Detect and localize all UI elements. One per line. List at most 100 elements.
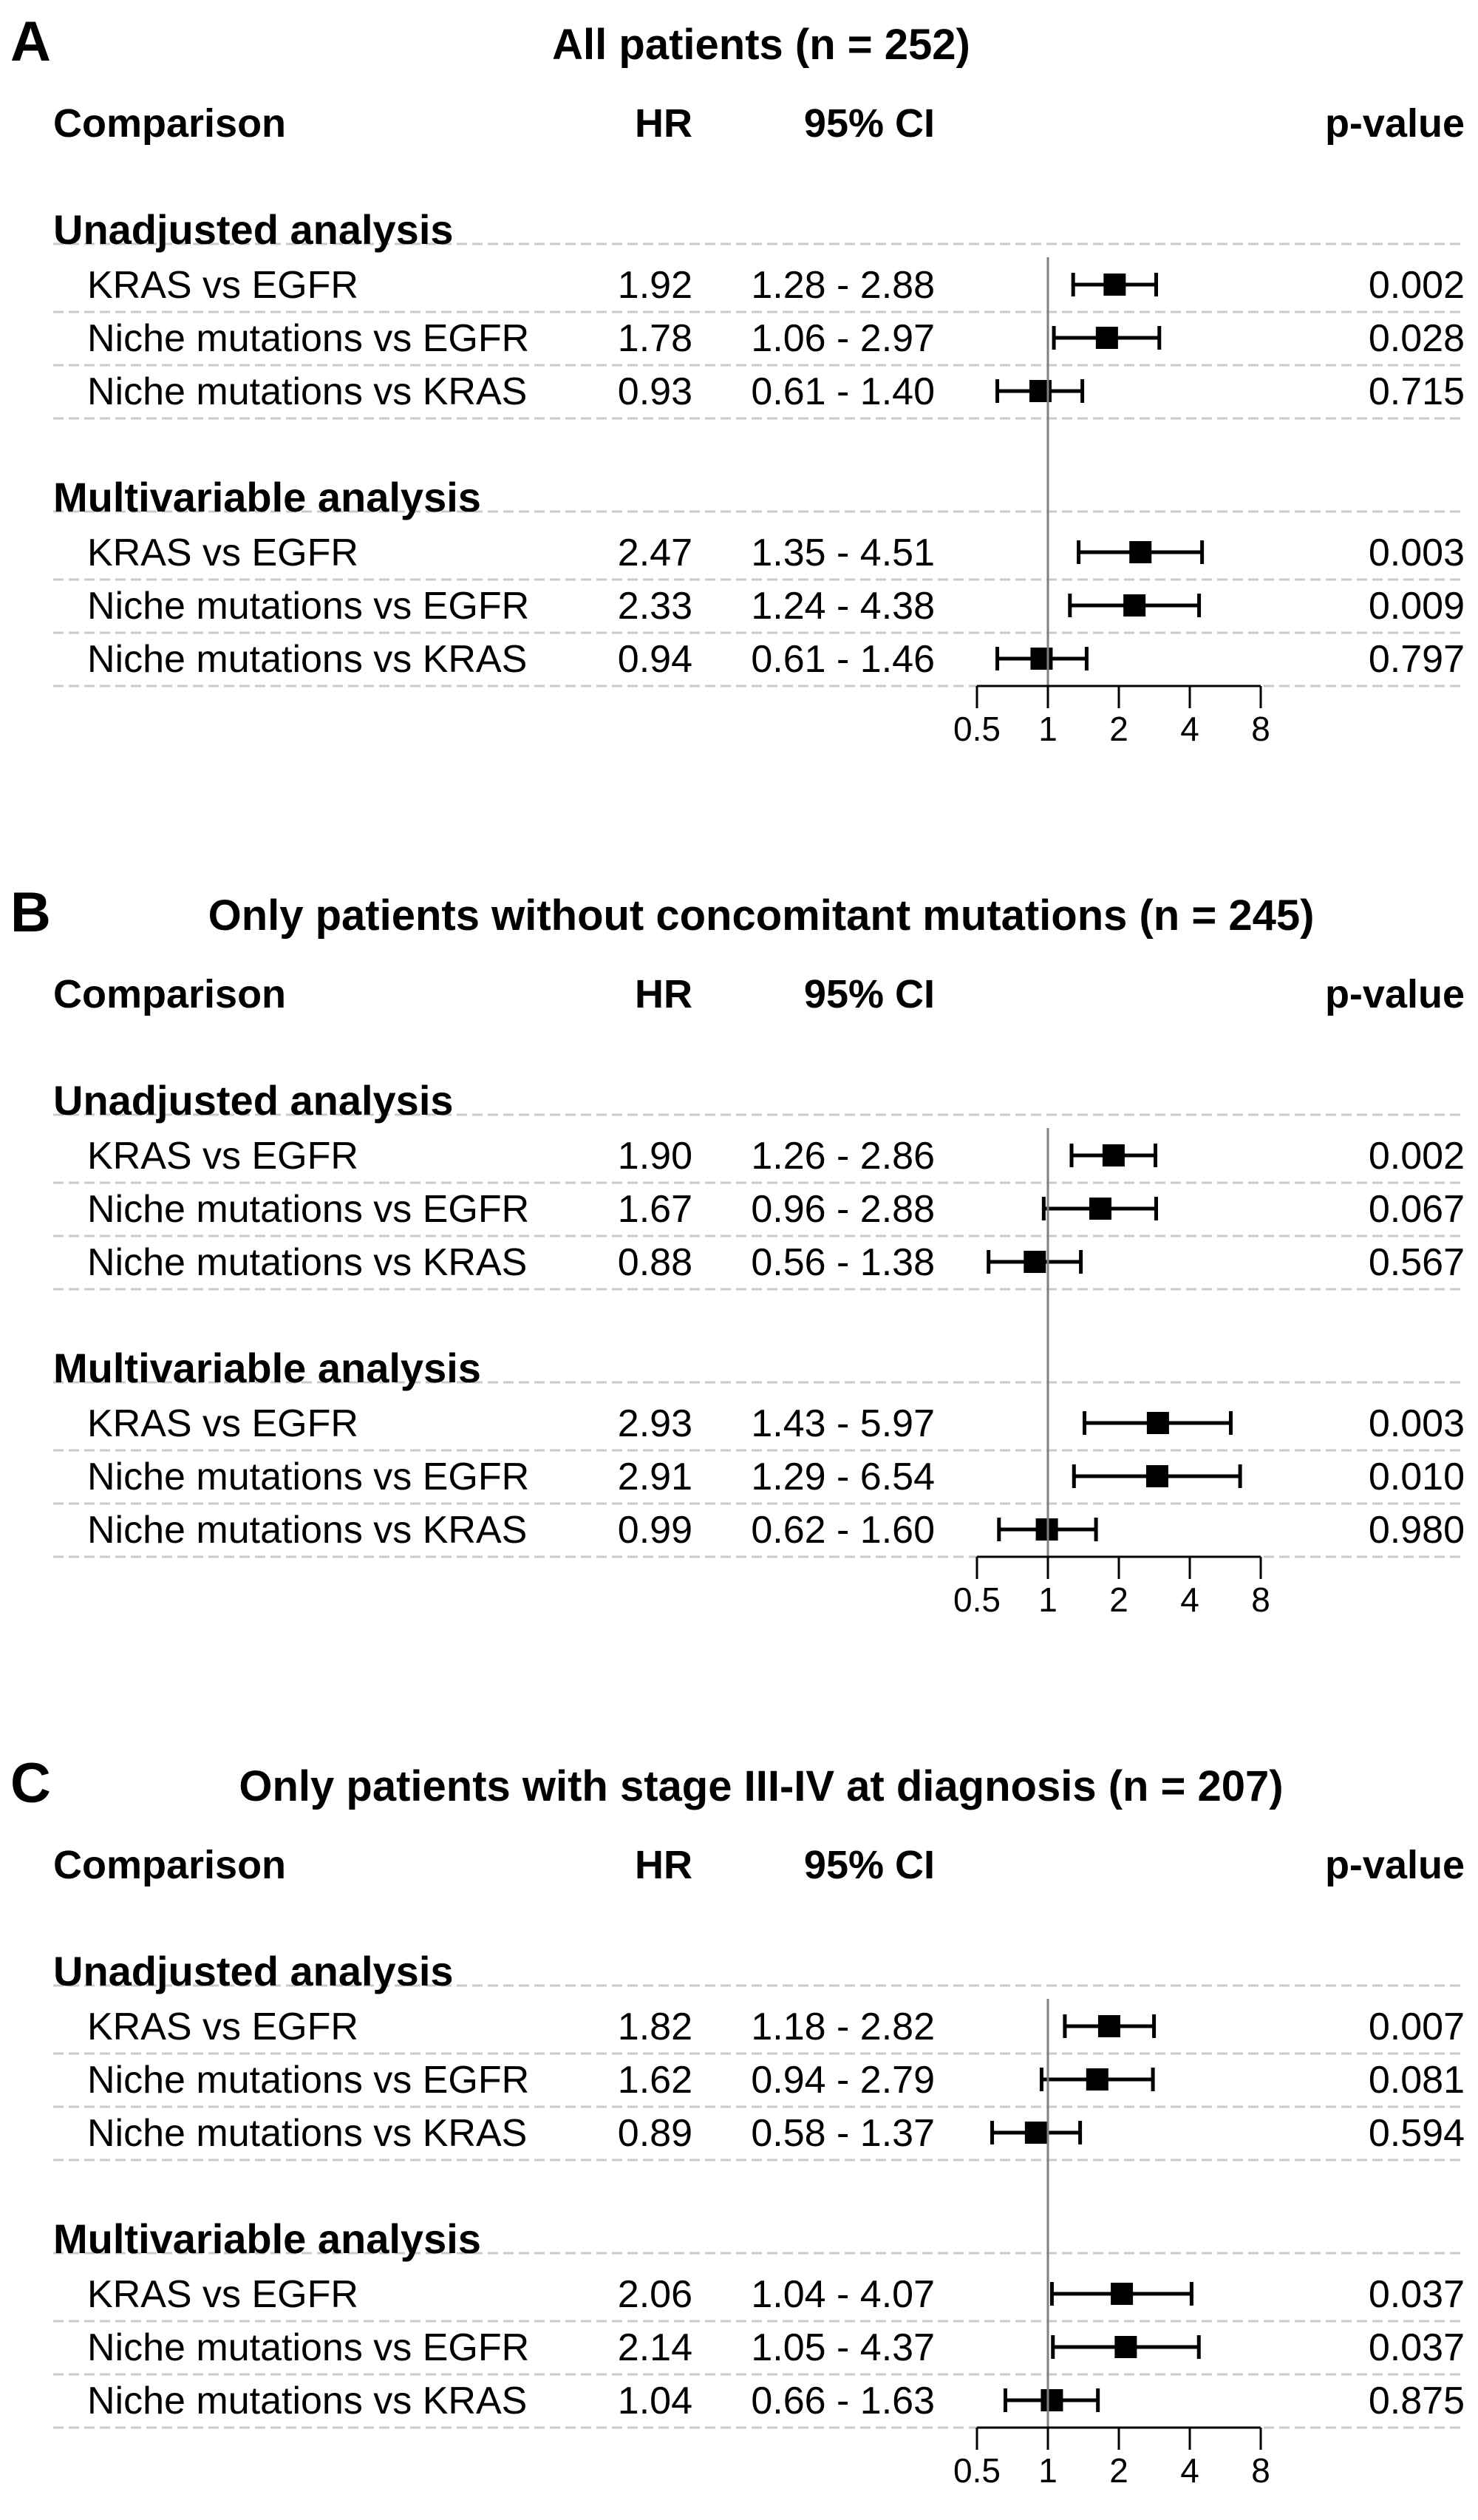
row-hr: 0.88 [618, 1241, 692, 1284]
hr-point [1030, 648, 1053, 670]
table-row: KRAS vs EGFR 1.90 1.26 - 2.86 0.002 [87, 1135, 1465, 1178]
row-p-value: 0.003 [1369, 1402, 1465, 1445]
table-row: Niche mutations vs KRAS 0.93 0.61 - 1.40 0.… [87, 370, 1465, 413]
table-row: Niche mutations vs EGFR 1.62 0.94 - 2.79 0.… [87, 2059, 1465, 2102]
hr-point [1024, 2122, 1047, 2144]
hr-point [1145, 1465, 1168, 1487]
row-ci: 1.18 - 2.82 [751, 2006, 935, 2048]
row-ci: 0.58 - 1.37 [751, 2112, 935, 2155]
table-row: Niche mutations vs EGFR 2.33 1.24 - 4.38 0.… [87, 585, 1465, 628]
x-tick-label: 8 [1251, 1580, 1270, 1619]
table-row: KRAS vs EGFR 1.82 1.18 - 2.82 0.007 [87, 2006, 1465, 2048]
x-tick-label: 0.5 [953, 2451, 1001, 2490]
x-tick-label: 2 [1109, 1580, 1128, 1619]
row-p-value: 0.980 [1369, 1509, 1465, 1552]
header-comparison: Comparison [53, 972, 286, 1016]
panel-letter: C [10, 1752, 51, 1815]
header-comparison: Comparison [53, 1843, 286, 1887]
row-p-value: 0.002 [1369, 264, 1465, 307]
row-ci: 0.61 - 1.46 [751, 638, 935, 681]
group-label: Multivariable analysis [53, 1345, 481, 1391]
table-row: Niche mutations vs EGFR 2.91 1.29 - 6.54 0.… [87, 1456, 1465, 1498]
row-comparison: Niche mutations vs EGFR [87, 1456, 529, 1498]
row-comparison: KRAS vs EGFR [87, 1135, 358, 1178]
table-row: KRAS vs EGFR 2.47 1.35 - 4.51 0.003 [87, 531, 1465, 574]
row-hr: 2.06 [618, 2273, 692, 2316]
row-ci: 1.05 - 4.37 [751, 2326, 935, 2369]
hr-point [1095, 327, 1118, 349]
hr-point [1097, 2015, 1120, 2037]
row-ci: 0.66 - 1.63 [751, 2380, 935, 2422]
row-ci: 1.26 - 2.86 [751, 1135, 935, 1178]
row-ci: 0.61 - 1.40 [751, 370, 935, 413]
row-p-value: 0.007 [1369, 2006, 1465, 2048]
header-hr: HR [635, 1843, 692, 1887]
hr-point [1086, 2068, 1108, 2091]
header-ci: 95% CI [804, 101, 935, 146]
panel-letter: A [10, 10, 51, 73]
row-comparison: Niche mutations vs KRAS [87, 638, 527, 681]
x-tick-label: 2 [1109, 710, 1128, 748]
row-p-value: 0.037 [1369, 2326, 1465, 2369]
table-row: Niche mutations vs EGFR 1.67 0.96 - 2.88 0.… [87, 1188, 1465, 1231]
x-tick-label: 1 [1038, 710, 1058, 748]
hr-point [1041, 2389, 1063, 2411]
x-tick-label: 0.5 [953, 710, 1001, 748]
row-comparison: KRAS vs EGFR [87, 2006, 358, 2048]
row-ci: 1.29 - 6.54 [751, 1456, 935, 1498]
row-hr: 2.33 [618, 585, 692, 628]
header-p-value: p-value [1325, 972, 1465, 1016]
panel-title: Only patients without concomitant mutati… [208, 891, 1315, 940]
group-label: Unadjusted analysis [53, 1077, 454, 1124]
row-hr: 1.82 [618, 2006, 692, 2048]
row-p-value: 0.067 [1369, 1188, 1465, 1231]
hr-point [1111, 2283, 1134, 2305]
row-p-value: 0.797 [1369, 638, 1465, 681]
panel-c: C Only patients with stage III-IV at diag… [10, 1752, 1465, 2490]
table-row: Niche mutations vs KRAS 0.99 0.62 - 1.60 0.… [87, 1509, 1465, 1552]
row-p-value: 0.875 [1369, 2380, 1465, 2422]
hr-point [1129, 541, 1152, 563]
row-ci: 1.43 - 5.97 [751, 1402, 935, 1445]
row-comparison: KRAS vs EGFR [87, 531, 358, 574]
row-ci: 1.28 - 2.88 [751, 264, 935, 307]
row-hr: 2.14 [618, 2326, 692, 2369]
row-p-value: 0.715 [1369, 370, 1465, 413]
row-comparison: Niche mutations vs EGFR [87, 1188, 529, 1231]
table-row: KRAS vs EGFR 2.93 1.43 - 5.97 0.003 [87, 1402, 1465, 1445]
header-comparison: Comparison [53, 101, 286, 146]
x-tick-label: 8 [1251, 2451, 1270, 2490]
row-comparison: Niche mutations vs KRAS [87, 2380, 527, 2422]
row-ci: 1.06 - 2.97 [751, 317, 935, 360]
table-row: Niche mutations vs KRAS 0.94 0.61 - 1.46 0.… [87, 638, 1465, 681]
row-comparison: Niche mutations vs EGFR [87, 585, 529, 628]
row-p-value: 0.002 [1369, 1135, 1465, 1178]
table-row: Niche mutations vs KRAS 0.88 0.56 - 1.38 0.… [87, 1241, 1465, 1284]
row-comparison: Niche mutations vs KRAS [87, 1241, 527, 1284]
table-row: Niche mutations vs EGFR 1.78 1.06 - 2.97 0.… [87, 317, 1465, 360]
row-comparison: Niche mutations vs KRAS [87, 2112, 527, 2155]
x-tick-label: 8 [1251, 710, 1270, 748]
row-comparison: Niche mutations vs EGFR [87, 2326, 529, 2369]
header-ci: 95% CI [804, 972, 935, 1016]
row-ci: 0.94 - 2.79 [751, 2059, 935, 2102]
hr-point [1114, 2336, 1137, 2358]
row-hr: 0.99 [618, 1509, 692, 1552]
row-hr: 0.89 [618, 2112, 692, 2155]
header-p-value: p-value [1325, 101, 1465, 146]
row-ci: 1.24 - 4.38 [751, 585, 935, 628]
row-hr: 1.90 [618, 1135, 692, 1178]
group-label: Unadjusted analysis [53, 206, 454, 253]
row-hr: 1.62 [618, 2059, 692, 2102]
row-hr: 1.04 [618, 2380, 692, 2422]
x-tick-label: 2 [1109, 2451, 1128, 2490]
row-ci: 1.04 - 4.07 [751, 2273, 935, 2316]
row-comparison: Niche mutations vs EGFR [87, 317, 529, 360]
row-hr: 0.93 [618, 370, 692, 413]
hr-point [1103, 274, 1126, 296]
row-p-value: 0.081 [1369, 2059, 1465, 2102]
header-ci: 95% CI [804, 1843, 935, 1887]
row-ci: 0.56 - 1.38 [751, 1241, 935, 1284]
panel-a: A All patients (n = 252) Comparison HR 95% C… [10, 10, 1465, 748]
